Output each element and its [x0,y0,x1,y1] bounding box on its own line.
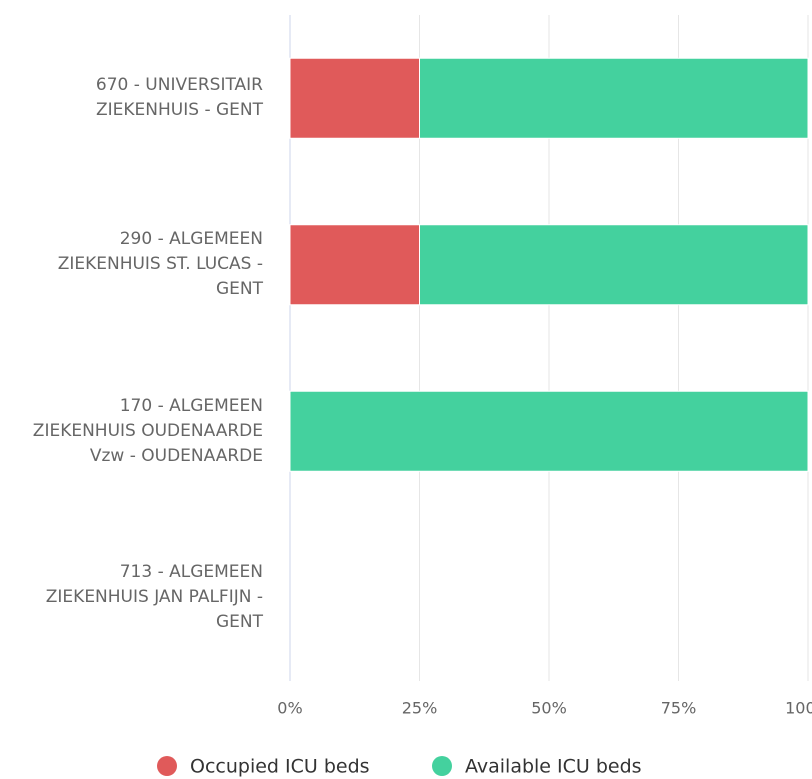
y-tick-label: 290 - ALGEMEEN ZIEKENHUIS ST. LUCAS - GE… [57,229,263,300]
x-tick-label: 25% [402,699,438,718]
y-tick-label: 670 - UNIVERSITAIR ZIEKENHUIS - GENT [95,75,263,121]
x-tick-label: 50% [531,699,567,718]
x-tick-label: 75% [661,699,697,718]
bar-segment [289,57,420,139]
legend-marker [432,756,452,776]
bar-segment [289,390,809,472]
legend-marker [157,756,177,776]
bar-segment [289,224,420,306]
bar-segment [419,57,809,139]
x-tick-label: 0% [277,699,302,718]
bar-segment [419,224,809,306]
legend-label: Occupied ICU beds [190,756,370,778]
legend-label: Available ICU beds [465,756,642,778]
y-tick-label: 713 - ALGEMEEN ZIEKENHUIS JAN PALFIJN - … [45,562,263,633]
x-tick-label: 100% [785,699,812,718]
y-tick-label: 170 - ALGEMEEN ZIEKENHUIS OUDENAARDE Vzw… [32,395,263,466]
